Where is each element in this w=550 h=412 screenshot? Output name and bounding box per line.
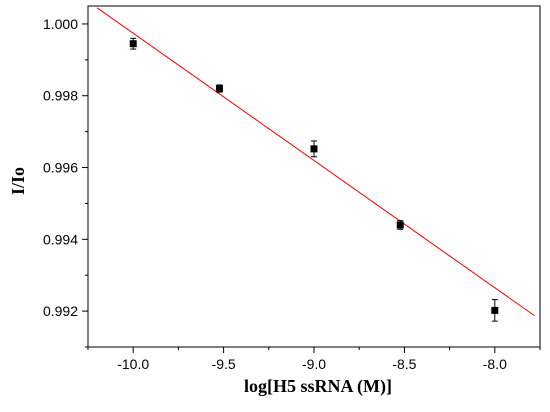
y-tick-label: 0.996 [43,160,78,176]
y-tick-label: 0.998 [43,88,78,104]
x-tick-label: -9.5 [212,356,236,372]
x-tick-label: -10.0 [117,356,149,372]
x-tick-label: -9.0 [302,356,326,372]
plot-layer: -10.0 -9.5 -9.0 -8.5 -8.0 0.992 0.994 0.996 0.99… [43,5,541,372]
y-tick-label: 0.992 [43,303,78,319]
y-tick-label: 1.000 [43,16,78,32]
plot-frame [87,5,541,348]
y-tick-label: 0.994 [43,231,78,247]
data-point [129,40,137,48]
data-point [215,85,223,93]
data-point [396,221,404,229]
y-axis-title: I/Io [8,167,28,195]
data-point [310,145,318,153]
x-tick-label: -8.0 [483,356,507,372]
linear-fit-line [96,7,535,317]
x-axis-title: log[H5 ssRNA (M)] [244,376,392,397]
data-point [491,306,499,314]
x-tick-label: -8.5 [392,356,416,372]
